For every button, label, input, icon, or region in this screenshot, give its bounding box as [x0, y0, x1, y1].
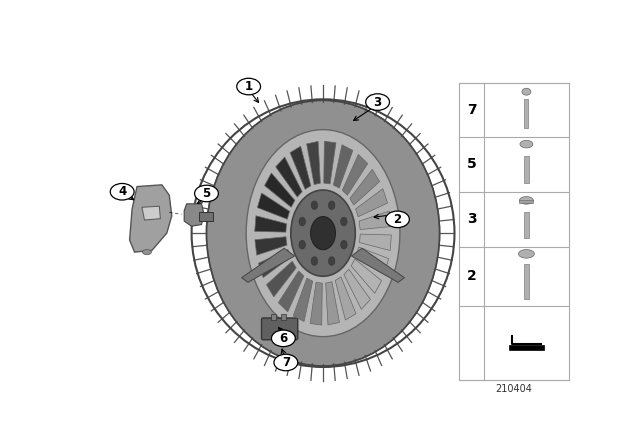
Ellipse shape [143, 250, 152, 255]
Bar [524, 155, 529, 183]
Bar [524, 212, 529, 238]
Polygon shape [356, 189, 388, 217]
Circle shape [385, 211, 410, 228]
Polygon shape [360, 234, 391, 250]
Polygon shape [359, 211, 391, 229]
Ellipse shape [207, 100, 440, 366]
Polygon shape [293, 278, 313, 322]
Polygon shape [344, 269, 371, 309]
Ellipse shape [311, 201, 317, 210]
Polygon shape [242, 248, 294, 282]
Polygon shape [266, 261, 296, 297]
Text: 7: 7 [282, 356, 290, 369]
Text: 5: 5 [467, 157, 477, 171]
Polygon shape [326, 282, 339, 325]
Circle shape [274, 354, 298, 371]
Polygon shape [307, 142, 321, 185]
Polygon shape [142, 206, 161, 220]
Circle shape [237, 78, 260, 95]
Polygon shape [351, 259, 381, 293]
Ellipse shape [522, 88, 531, 95]
Polygon shape [335, 277, 356, 320]
Text: 5: 5 [202, 187, 211, 200]
Circle shape [110, 184, 134, 200]
Bar [524, 99, 529, 128]
Bar [460, 83, 568, 380]
Polygon shape [333, 145, 353, 188]
Bar [520, 200, 533, 203]
Polygon shape [324, 141, 336, 184]
Bar [524, 264, 529, 299]
Polygon shape [509, 345, 544, 350]
Polygon shape [351, 248, 404, 282]
Text: 3: 3 [467, 212, 477, 226]
Ellipse shape [291, 190, 355, 276]
Polygon shape [350, 169, 380, 205]
Ellipse shape [340, 241, 347, 249]
Polygon shape [255, 237, 287, 255]
Polygon shape [356, 247, 388, 273]
Polygon shape [264, 173, 295, 207]
Text: 4: 4 [118, 185, 126, 198]
Bar [281, 314, 286, 320]
Text: 2: 2 [467, 269, 477, 283]
Ellipse shape [299, 241, 305, 249]
Circle shape [195, 185, 218, 202]
FancyBboxPatch shape [262, 318, 298, 340]
Polygon shape [129, 185, 172, 252]
Polygon shape [278, 271, 304, 312]
Ellipse shape [518, 250, 534, 258]
Bar [199, 212, 213, 221]
Polygon shape [184, 204, 204, 226]
Ellipse shape [328, 257, 335, 265]
Ellipse shape [246, 129, 400, 336]
Ellipse shape [340, 217, 347, 226]
Circle shape [271, 330, 295, 347]
Polygon shape [290, 146, 311, 190]
Text: 1: 1 [244, 80, 253, 93]
Text: 3: 3 [374, 95, 381, 108]
Ellipse shape [520, 140, 533, 148]
Ellipse shape [311, 257, 317, 265]
Ellipse shape [328, 201, 335, 210]
Polygon shape [255, 216, 287, 232]
Text: 210404: 210404 [495, 384, 532, 394]
Polygon shape [276, 157, 302, 197]
Text: 2: 2 [394, 213, 401, 226]
Text: 7: 7 [467, 103, 477, 117]
Ellipse shape [310, 216, 335, 250]
Circle shape [365, 94, 390, 110]
Polygon shape [310, 282, 323, 325]
Ellipse shape [520, 197, 533, 204]
Ellipse shape [299, 217, 305, 226]
Polygon shape [259, 250, 291, 278]
Polygon shape [342, 155, 368, 195]
Polygon shape [257, 193, 289, 219]
Bar [271, 314, 276, 320]
Text: 6: 6 [279, 332, 287, 345]
